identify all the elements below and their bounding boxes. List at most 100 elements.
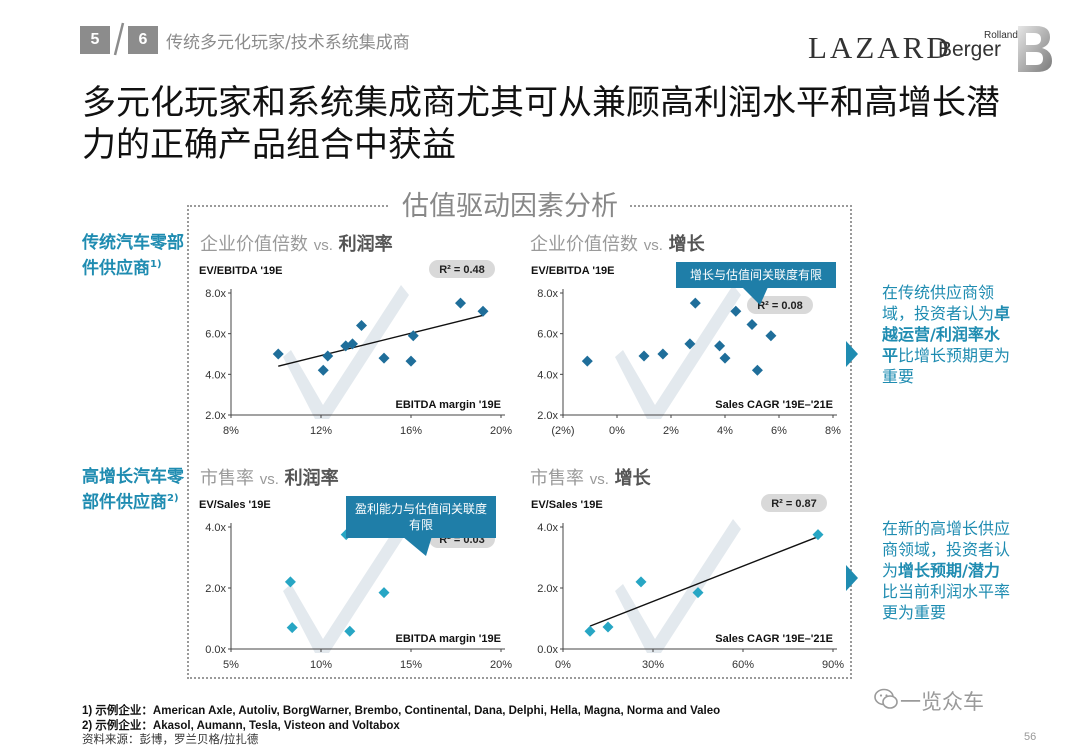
nav-prev-section[interactable]: 5	[80, 26, 110, 54]
r-squared-badge	[429, 260, 495, 278]
data-point	[322, 350, 334, 362]
x-tick-label: 8%	[223, 425, 239, 437]
analysis-title: 估值驱动因素分析	[390, 184, 630, 223]
data-point	[344, 625, 356, 637]
y-tick-label: 0.0x	[205, 644, 226, 656]
data-point	[407, 330, 419, 342]
chart-ev-ebitda-vs-margin: 2.0x 4.0x 6.0x 8.0x 8% 12% 16% 20% EV/EBITDA '19…	[199, 260, 512, 437]
roland-berger-logo: Rolland Berger	[938, 26, 1052, 78]
callout-tail-bl	[402, 536, 432, 556]
nav-current-section[interactable]: 6	[128, 26, 158, 54]
callout-tail-tr	[742, 287, 768, 305]
conclusion-bottom-b: 增长预期/潜力	[898, 561, 1000, 580]
data-point	[405, 355, 417, 367]
data-point	[689, 297, 701, 309]
conclusion-top-a: 在传统供应商领域，投资者认为	[882, 283, 995, 323]
x-tick-label: 10%	[310, 659, 332, 671]
page-number: 56	[1024, 731, 1037, 743]
callout-bl-line1: 盈利能力与估值间关联度	[354, 502, 487, 516]
panel-bl-vs: vs.	[259, 471, 279, 488]
y-tick-label: 2.0x	[537, 583, 558, 595]
footnote-1: 1) 示例企业：American Axle, Autoliv, BorgWarn…	[82, 705, 721, 717]
side-label-bottom-footnote: 2)	[167, 493, 179, 504]
callout-bl-line2: 有限	[408, 518, 433, 532]
panel-tl-vs: vs.	[313, 237, 333, 254]
check-watermark-icon	[283, 285, 409, 419]
data-point	[635, 576, 647, 588]
logo-rolland-text: Rolland	[984, 30, 1018, 41]
data-point	[317, 364, 329, 376]
panel-tr-title-a: 企业价值倍数	[530, 234, 638, 255]
x-axis-label: Sales CAGR '19E–'21E	[715, 399, 833, 411]
side-label-top-footnote: 1)	[150, 259, 162, 270]
panel-bl-title-a: 市售率	[200, 468, 254, 489]
nav-divider	[113, 22, 125, 56]
data-point	[751, 364, 763, 376]
conclusion-top-b: 卓越运营/利润率水平	[882, 304, 1011, 365]
y-tick-label: 4.0x	[205, 369, 226, 381]
y-tick-label: 2.0x	[537, 410, 558, 422]
x-tick-label: 2%	[663, 425, 679, 437]
panel-tl-title-b: 利润率	[338, 234, 393, 255]
x-tick-label: 15%	[400, 659, 422, 671]
r-squared-label: R² = 0.08	[757, 300, 803, 312]
y-axis-label: EV/Sales '19E	[531, 499, 603, 511]
lazard-logo: LAZARD	[808, 30, 952, 65]
chart-ev-ebitda-vs-growth: 2.0x 4.0x 6.0x 8.0x (2%) 0% 2% 4% 6% 8% EV/EBITDA …	[531, 265, 841, 437]
data-point	[284, 576, 296, 588]
section-title: 传统多元化玩家/技术系统集成商	[166, 33, 410, 53]
panel-br-title-a: 市售率	[530, 468, 584, 489]
trend-line	[589, 534, 822, 627]
r-squared-badge	[747, 296, 813, 314]
data-point	[356, 320, 367, 332]
arrow-right-icon	[846, 565, 858, 591]
x-axis-label: EBITDA margin '19E	[395, 633, 501, 645]
data-point	[765, 330, 777, 342]
x-tick-label: 0%	[609, 425, 625, 437]
x-tick-label: 0%	[555, 659, 571, 671]
x-tick-label: 90%	[822, 659, 844, 671]
r-squared-label: R² = 0.87	[771, 498, 817, 510]
panel-br-vs: vs.	[589, 471, 609, 488]
data-point	[581, 355, 593, 367]
r-squared-badge	[761, 494, 827, 512]
side-label-high-growth-suppliers: 高增长汽车零部件供应商2)	[82, 466, 192, 514]
x-tick-label: 30%	[642, 659, 664, 671]
y-tick-label: 2.0x	[205, 583, 226, 595]
data-point	[584, 625, 596, 637]
y-tick-label: 4.0x	[205, 522, 226, 534]
x-axis-label: EBITDA margin '19E	[395, 399, 501, 411]
data-point	[347, 338, 358, 350]
x-tick-label: (2%)	[551, 425, 574, 437]
callout-growth-limited-correlation: 增长与估值间关联度有限	[676, 262, 836, 288]
panel-title-br: 市售率 vs. 增长	[530, 464, 651, 490]
data-point	[730, 305, 742, 317]
x-tick-label: 16%	[400, 425, 422, 437]
check-watermark-icon	[615, 285, 741, 419]
x-tick-label: 60%	[732, 659, 754, 671]
data-point	[719, 352, 731, 364]
callout-profitability-limited-correlation: 盈利能力与估值间关联度 有限	[346, 496, 496, 538]
y-tick-label: 4.0x	[537, 369, 558, 381]
x-tick-label: 5%	[223, 659, 239, 671]
panel-br-title-b: 增长	[614, 468, 651, 489]
data-point	[657, 348, 669, 360]
data-point	[684, 338, 696, 350]
data-point	[602, 621, 614, 633]
arrow-right-icon	[846, 341, 858, 367]
roland-berger-b-icon	[1018, 26, 1052, 72]
y-axis-label: EV/EBITDA '19E	[199, 265, 283, 277]
y-tick-label: 2.0x	[205, 410, 226, 422]
check-watermark-icon	[615, 519, 741, 653]
main-title: 多元化玩家和系统集成商尤其可从兼顾高利润水平和高增长潜力的正确产品组合中获益	[82, 83, 1000, 165]
panel-tr-vs: vs.	[643, 237, 663, 254]
x-tick-label: 4%	[717, 425, 733, 437]
r-squared-label: R² = 0.48	[439, 264, 485, 276]
panel-title-bl: 市售率 vs. 利润率	[200, 464, 339, 490]
data-point	[272, 348, 284, 360]
panel-title-tr: 企业价值倍数 vs. 增长	[530, 230, 705, 256]
wechat-icon	[874, 688, 898, 709]
panel-bl-title-b: 利润率	[284, 468, 339, 489]
y-tick-label: 4.0x	[537, 522, 558, 534]
x-tick-label: 12%	[310, 425, 332, 437]
